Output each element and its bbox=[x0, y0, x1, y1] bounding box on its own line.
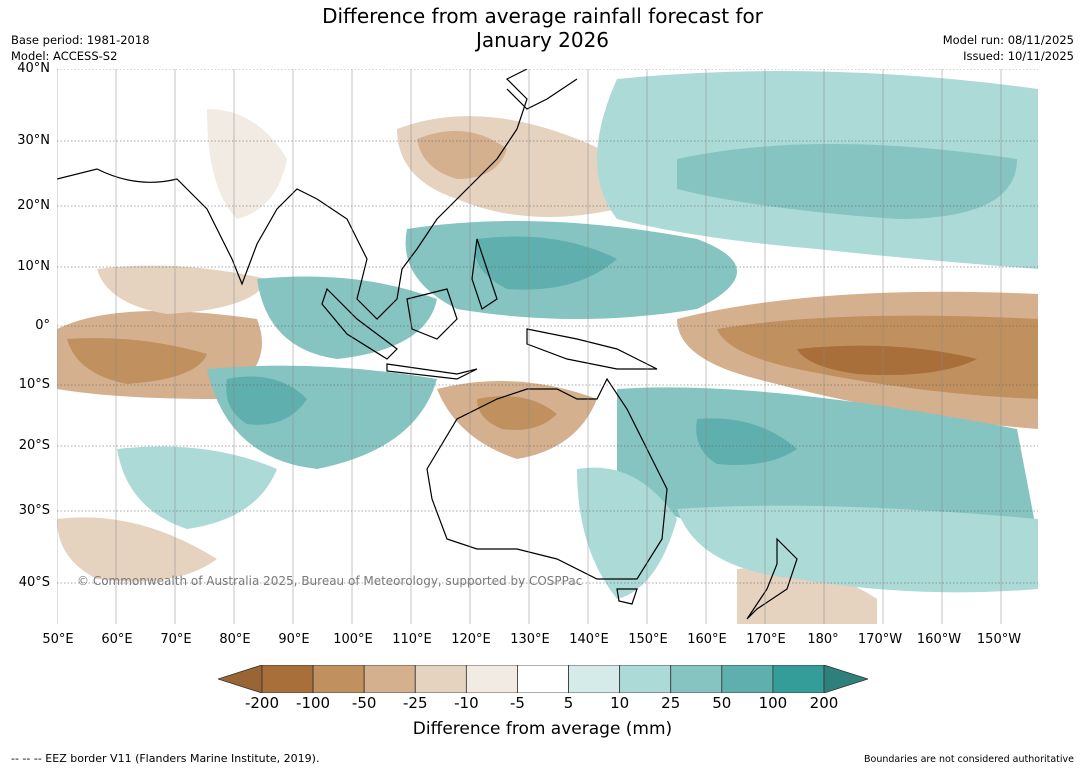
colorbar-cell-1 bbox=[312, 665, 365, 693]
lat-label-20s: 20°S bbox=[18, 438, 50, 453]
lat-label-30s: 30°S bbox=[18, 503, 50, 518]
colorbar-cell-3 bbox=[414, 665, 467, 693]
map-canvas bbox=[57, 69, 1038, 624]
dry-field-south-indian bbox=[57, 517, 217, 582]
colorbar-cell-9 bbox=[721, 665, 774, 693]
lon-label-140e: 140°E bbox=[569, 632, 609, 647]
model-run: Model run: 08/11/2025 bbox=[942, 33, 1074, 47]
lon-label-170e: 170°E bbox=[746, 632, 786, 647]
graticule bbox=[57, 69, 1038, 584]
lon-label-180: 180° bbox=[807, 632, 839, 647]
coast-philippines bbox=[471, 238, 498, 310]
coastlines bbox=[57, 69, 798, 620]
dry-field-india bbox=[207, 109, 287, 219]
colorbar-extend-high bbox=[823, 665, 868, 693]
colorbar-tick-label: -25 bbox=[403, 694, 428, 712]
lat-label-30n: 30°N bbox=[17, 133, 50, 148]
lon-label-160w: 160°W bbox=[916, 632, 962, 647]
colorbar-tick-label: -50 bbox=[351, 694, 377, 712]
coast-china-korea bbox=[496, 69, 528, 160]
dry-field-indian-ocean-core bbox=[67, 338, 207, 384]
model-name: Model: ACCESS-S2 bbox=[11, 49, 118, 63]
model-info: Base period: 1981-2018 Model: ACCESS-S2 bbox=[11, 32, 150, 64]
dry-field-central-pacific-max bbox=[797, 345, 977, 375]
wet-field-west-pacific-core bbox=[475, 236, 617, 290]
colorbar bbox=[218, 665, 868, 693]
colorbar-cell-5 bbox=[517, 665, 569, 693]
lon-label-110e: 110°E bbox=[392, 632, 432, 647]
wet-field-east-australia bbox=[577, 467, 677, 599]
base-period: Base period: 1981-2018 bbox=[11, 33, 150, 47]
colorbar-label: Difference from average (mm) bbox=[412, 719, 673, 739]
map-title: Difference from average rainfall forecas… bbox=[0, 4, 1085, 52]
colorbar-tick-label: 25 bbox=[661, 694, 681, 712]
colorbar-cell-6 bbox=[568, 665, 621, 693]
coast-tasmania bbox=[616, 588, 638, 605]
title-line-2: January 2026 bbox=[475, 28, 610, 52]
run-info: Model run: 08/11/2025 Issued: 10/11/2025 bbox=[943, 32, 1074, 64]
colorbar-cell-0 bbox=[261, 665, 314, 693]
lat-label-10n: 10°N bbox=[17, 259, 50, 274]
coast-new-zealand bbox=[746, 537, 798, 620]
rainfall-anomaly-map: © Commonwealth of Australia 2025, Bureau… bbox=[57, 69, 1038, 624]
dry-field-north-australia-core bbox=[477, 396, 557, 430]
lon-label-150w: 150°W bbox=[976, 632, 1022, 647]
lon-label-100e: 100°E bbox=[333, 632, 373, 647]
colorbar-tick-label: -10 bbox=[454, 694, 479, 712]
lon-label-130e: 130°E bbox=[510, 632, 550, 647]
lon-label-170w: 170°W bbox=[857, 632, 903, 647]
copyright-notice: © Commonwealth of Australia 2025, Bureau… bbox=[77, 574, 583, 588]
colorbar-tick-label: -200 bbox=[244, 694, 280, 712]
colorbar-tick-label: 200 bbox=[809, 694, 839, 712]
wet-field-coral-sea-core bbox=[696, 418, 797, 465]
meridians bbox=[57, 69, 1002, 624]
dry-field-arabian-sea bbox=[97, 265, 267, 314]
colorbar-cell-4 bbox=[465, 665, 518, 693]
boundaries-note: Boundaries are not considered authoritat… bbox=[864, 754, 1074, 765]
coast-southeast-asia bbox=[316, 158, 498, 320]
coast-sumatra bbox=[321, 287, 398, 360]
colorbar-cell-10 bbox=[772, 665, 825, 693]
dry-field-north-pacific bbox=[397, 116, 631, 217]
colorbar-tick-label: -5 bbox=[509, 694, 525, 712]
colorbar-extend-low bbox=[218, 665, 263, 693]
wet-field-south-indian-east bbox=[117, 446, 277, 529]
colorbar-cells bbox=[218, 665, 868, 693]
lat-label-40n: 40°N bbox=[17, 61, 50, 76]
lon-label-70e: 70°E bbox=[160, 632, 192, 647]
colorbar-tick-label: 5 bbox=[563, 694, 574, 712]
dry-field-china bbox=[417, 131, 507, 179]
colorbar-cell-8 bbox=[670, 665, 723, 693]
colorbar-tick-label: 10 bbox=[610, 694, 630, 712]
title-line-1: Difference from average rainfall forecas… bbox=[322, 4, 763, 28]
lon-label-150e: 150°E bbox=[628, 632, 668, 647]
coast-australia bbox=[426, 377, 668, 580]
wet-field-north-pacific-core bbox=[677, 144, 1017, 219]
lon-label-80e: 80°E bbox=[219, 632, 251, 647]
lon-label-90e: 90°E bbox=[278, 632, 310, 647]
wet-field-south-pacific bbox=[677, 505, 1038, 593]
colorbar-tick-label: 50 bbox=[712, 694, 732, 712]
colorbar-cell-2 bbox=[363, 665, 416, 693]
colorbar-cell-7 bbox=[619, 665, 672, 693]
lat-label-20n: 20°N bbox=[17, 198, 50, 213]
lon-label-160e: 160°E bbox=[687, 632, 727, 647]
lon-label-120e: 120°E bbox=[451, 632, 491, 647]
lat-label-10s: 10°S bbox=[18, 377, 50, 392]
issued-date: Issued: 10/11/2025 bbox=[963, 49, 1074, 63]
colorbar-tick-label: 100 bbox=[758, 694, 788, 712]
lon-label-60e: 60°E bbox=[101, 632, 133, 647]
coast-japan bbox=[506, 78, 578, 110]
wet-field-maritime bbox=[257, 276, 437, 359]
anomaly-fields bbox=[57, 71, 1038, 624]
coast-java bbox=[386, 363, 478, 380]
wet-field-indian-ocean-core bbox=[226, 376, 307, 425]
lat-label-40s: 40°S bbox=[18, 575, 50, 590]
coast-india bbox=[57, 168, 318, 286]
coast-new-guinea bbox=[526, 328, 658, 370]
lon-label-50e: 50°E bbox=[42, 632, 74, 647]
colorbar-tick-label: -100 bbox=[296, 694, 331, 712]
lat-label-equator: 0° bbox=[35, 318, 50, 333]
eez-note: -- -- -- EEZ border V11 (Flanders Marine… bbox=[11, 752, 320, 765]
